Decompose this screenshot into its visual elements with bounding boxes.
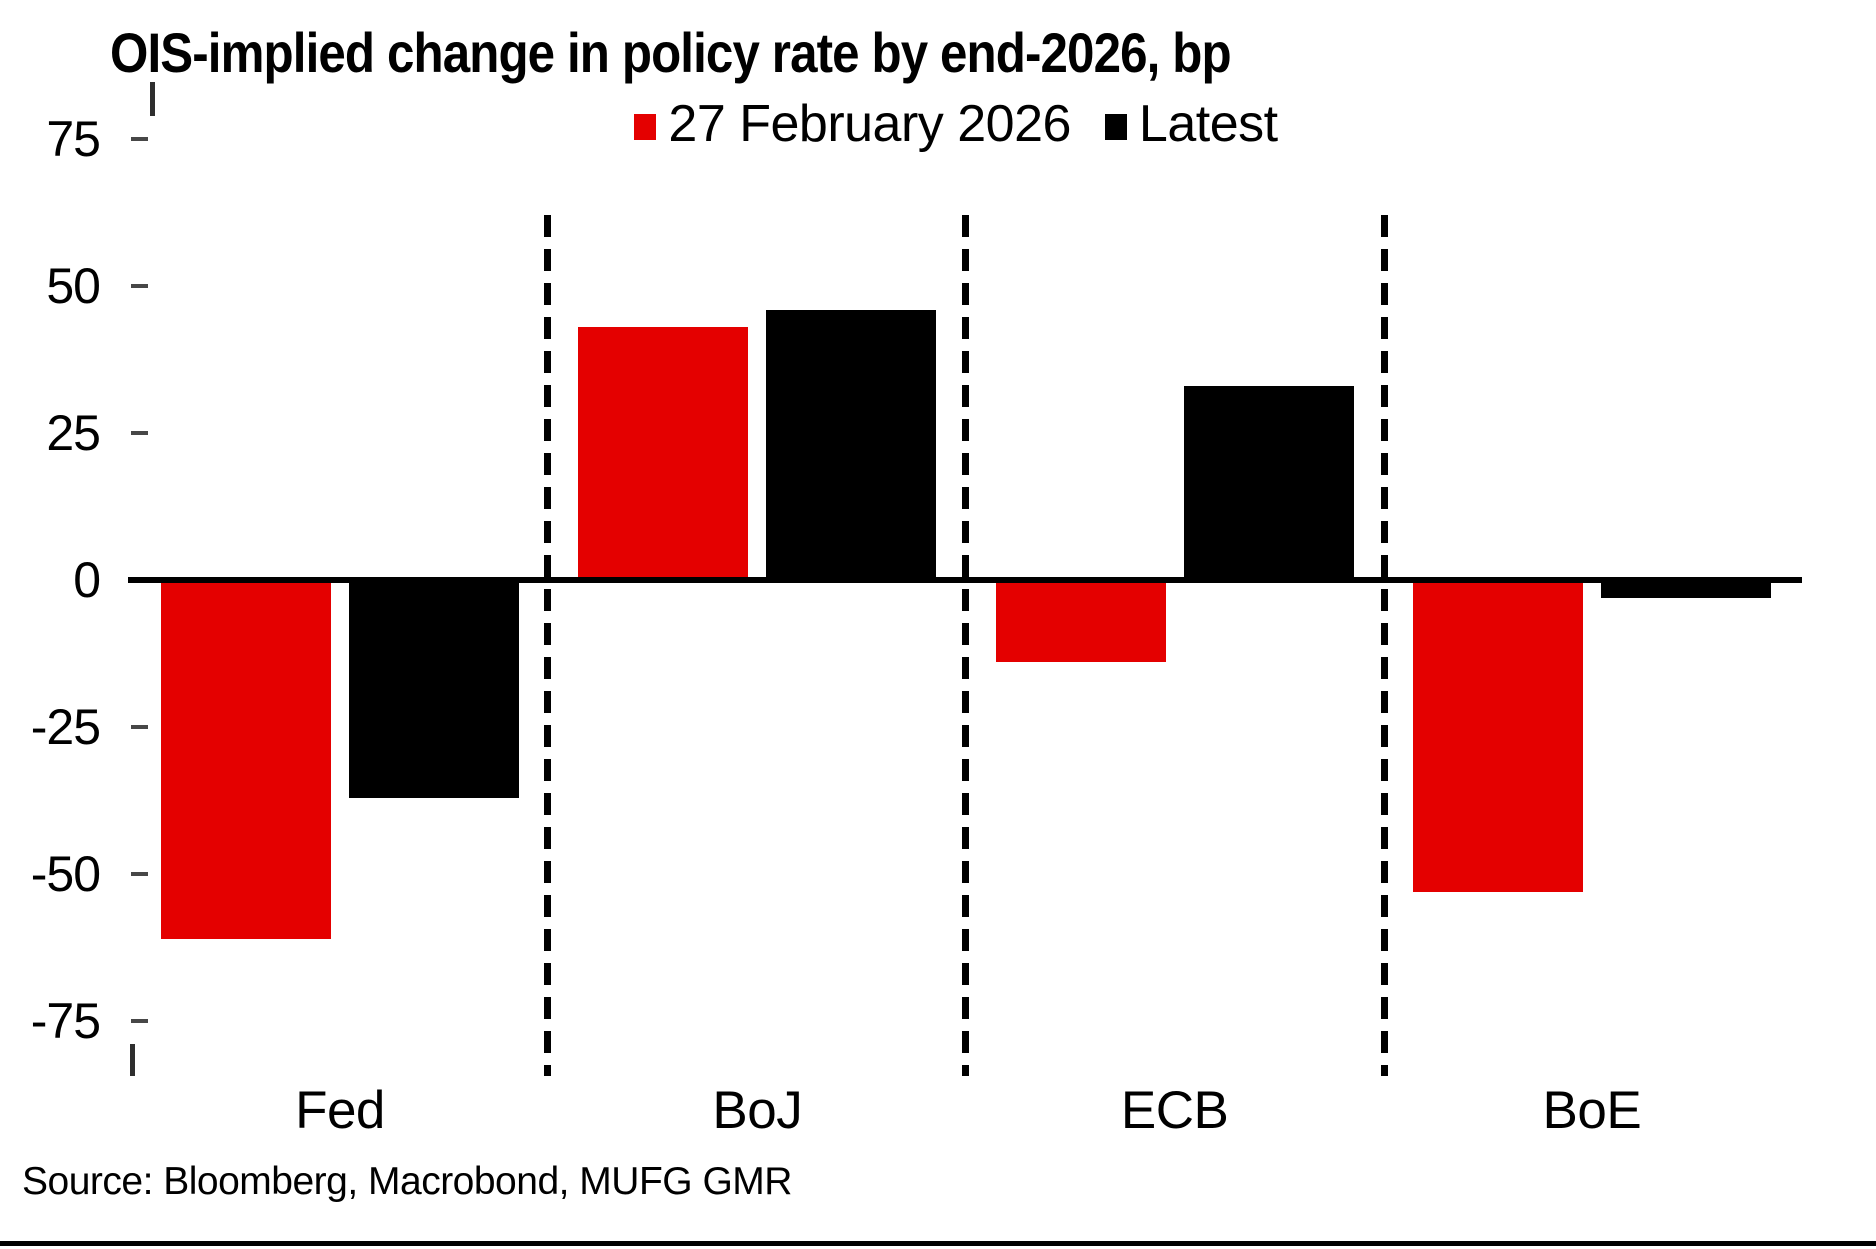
y-axis-tick-mark-25 [131,431,148,435]
legend-label-27feb: 27 February 2026 [668,95,1071,153]
category-separator-dashed-line-1 [543,215,551,1076]
y-axis-tick-label--50: -50 [30,846,101,902]
legend-label-latest: Latest [1138,95,1278,153]
category-separator-dashed-line-2 [962,215,969,1076]
y-axis-tick-label-0: 0 [73,552,101,608]
bar-boe-feb2026 [1412,580,1583,892]
category-separator-dashed-line-3 [1380,215,1388,1076]
x-axis-label-boe: BoE [1542,1081,1642,1140]
y-axis-tick-label-25: 25 [46,405,101,461]
bar-boj-latest [766,309,937,580]
x-axis-left-edge-tick [130,1044,135,1076]
y-axis-tick-mark--50 [131,872,148,876]
source-note: Source: Bloomberg, Macrobond, MUFG GMR [22,1160,792,1203]
x-axis-label-fed: Fed [295,1081,385,1140]
chart-legend: 27 February 2026 Latest [110,94,1802,154]
zero-axis-line [128,577,1802,583]
legend-swatch-27feb [634,114,657,140]
y-axis-tick-label-50: 50 [46,258,101,314]
bottom-border-line [0,1241,1876,1246]
bar-ecb-latest [1183,385,1354,580]
bar-boj-feb2026 [578,327,749,580]
y-axis-tick-mark-75 [131,137,148,141]
legend-swatch-latest [1104,114,1127,140]
y-axis-tick-mark--25 [131,725,148,729]
x-axis-label-boj: BoJ [712,1081,803,1140]
bar-fed-feb2026 [161,580,331,939]
y-axis-tick-mark--75 [131,1019,148,1023]
y-axis-tick-label--75: -75 [30,993,101,1049]
chart-title: OIS-implied change in policy rate by end… [110,21,1232,84]
bar-ecb-feb2026 [995,580,1166,663]
y-axis-top-edge-tick [150,82,155,116]
bar-fed-latest [349,580,519,798]
y-axis-tick-mark-50 [131,284,148,288]
bar-boe-latest [1600,580,1771,598]
y-axis-tick-label-75: 75 [46,111,101,167]
y-axis-tick-label--25: -25 [30,699,101,755]
x-axis-label-ecb: ECB [1120,1081,1229,1140]
